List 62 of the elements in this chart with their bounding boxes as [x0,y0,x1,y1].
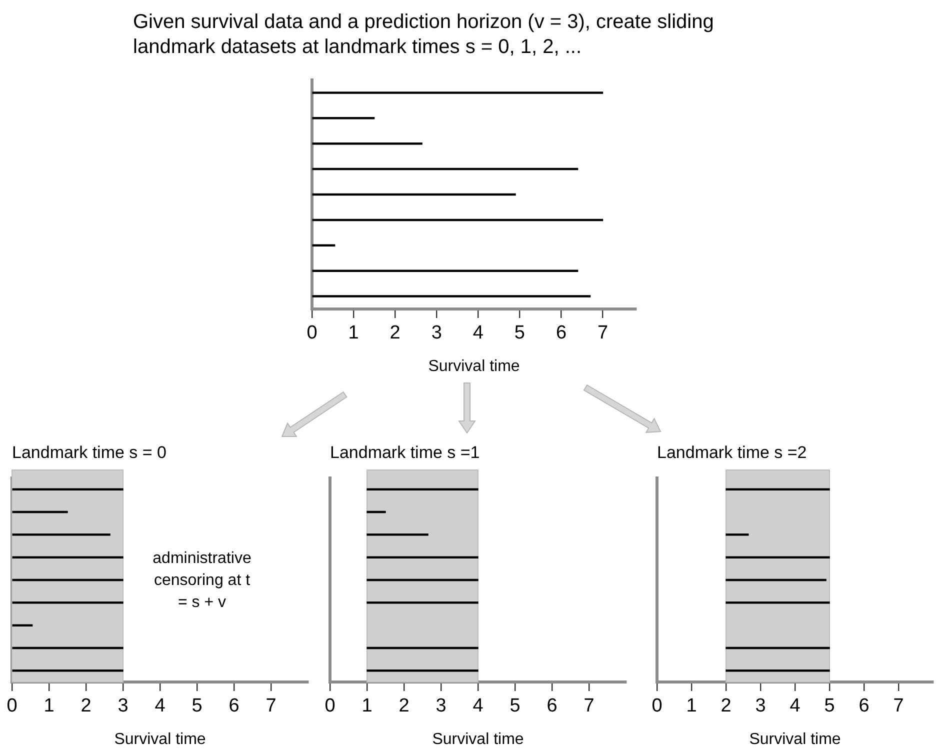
chart-title: Landmark time s =1 [330,443,480,463]
x-tick-label: 1 [348,322,359,344]
bar [726,556,830,558]
x-tick-label: 1 [686,696,697,717]
x-tick-label: 5 [192,696,202,717]
bar [366,534,428,536]
x-tick-label: 3 [755,696,766,717]
bar [312,270,578,272]
x-tick-label: 5 [824,696,835,717]
x-axis-title: Survival time [432,730,524,748]
bar [312,117,375,120]
chart-title: Landmark time s = 0 [12,443,166,463]
x-tick-label: 2 [720,696,732,717]
chart-title: Landmark time s =2 [657,443,807,463]
bar [366,556,478,558]
x-tick-label: 4 [472,322,484,344]
x-tick-label: 7 [584,696,594,717]
x-tick-label: 1 [44,696,54,717]
x-tick-label: 4 [790,696,801,717]
x-axis-title: Survival time [428,358,520,375]
bar [726,670,830,672]
x-tick-label: 0 [6,696,18,717]
x-tick-label: 6 [556,322,567,344]
annotation: administrative censoring at t = s + v [152,549,252,613]
x-tick-label: 3 [431,322,442,344]
x-tick-label: 0 [306,322,318,344]
bar [12,624,33,626]
bar [312,92,604,94]
x-tick-label: 7 [893,696,904,717]
bar [12,556,124,558]
x-tick-label: 7 [266,696,276,717]
x-tick-label: 3 [436,696,446,717]
x-tick-label: 5 [514,322,525,344]
bar [726,534,749,536]
x-tick-label: 6 [858,696,870,717]
x-tick-label: 4 [154,696,166,717]
x-tick-label: 2 [398,696,410,717]
bar [366,510,386,514]
x-axis-title: Survival time [749,730,841,748]
x-tick-label: 7 [597,322,608,344]
bar [366,488,478,490]
bar [726,488,830,490]
x-tick-label: 2 [80,696,92,717]
bar [366,670,478,672]
bar [12,534,110,536]
x-tick-label: 6 [546,696,558,717]
bar [12,670,124,672]
x-axis-title: Survival time [114,730,206,748]
x-tick-label: 1 [362,696,372,717]
x-tick-label: 4 [472,696,484,717]
x-tick-label: 3 [118,696,128,717]
x-tick-label: 5 [510,696,520,717]
bar [12,488,124,490]
x-tick-label: 0 [324,696,336,717]
bar [312,295,591,298]
bar [366,602,478,604]
chart-title: Given survival data and a prediction horizon (v = 3), create sliding landmark datasets at landmark times s = 0, 1, 2, ... [133,10,715,60]
x-tick-label: 6 [228,696,240,717]
bar [12,602,124,604]
x-tick-label: 0 [652,696,662,717]
x-tick-label: 2 [390,322,400,344]
bar [726,602,830,604]
